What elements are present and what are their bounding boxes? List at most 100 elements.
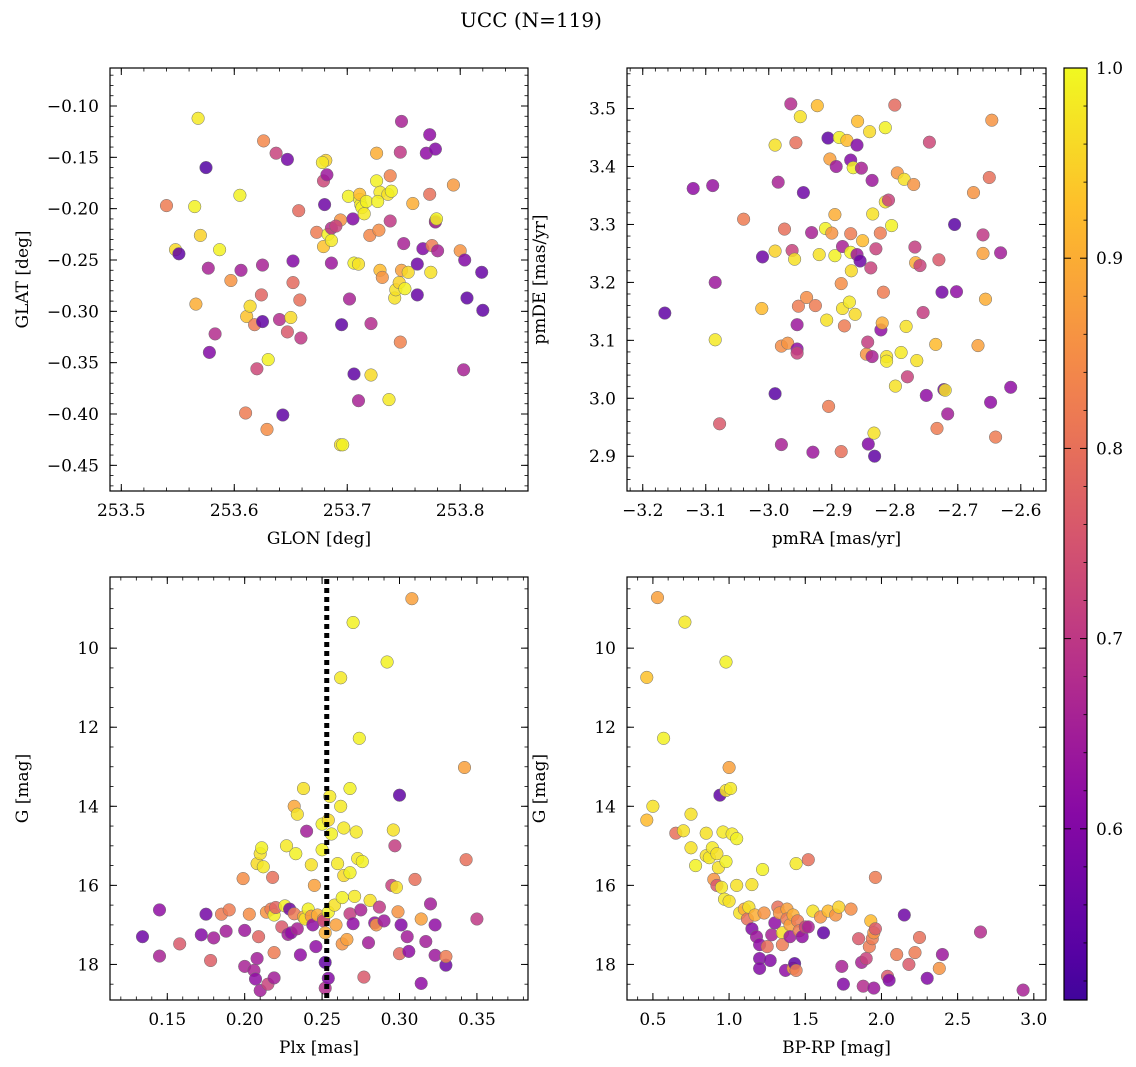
data-point [806, 445, 820, 459]
data-point [765, 928, 779, 942]
data-point [250, 362, 264, 376]
data-point [351, 257, 366, 271]
data-point [640, 670, 654, 684]
data-point [349, 825, 363, 839]
colorbar-tick-label: 0.6 [1096, 820, 1123, 840]
data-point [392, 788, 407, 802]
data-point [907, 177, 921, 192]
x-tick-label: 3.0 [1020, 1010, 1047, 1030]
data-point [866, 207, 880, 221]
data-point [446, 178, 460, 192]
data-point [932, 961, 946, 975]
data-point [719, 655, 733, 669]
data-point [678, 615, 692, 629]
data-point [789, 136, 803, 150]
data-point [476, 303, 490, 317]
data-point [976, 228, 990, 242]
data-point [708, 333, 722, 347]
data-point [869, 242, 883, 256]
data-point [848, 307, 862, 321]
data-point [320, 168, 334, 182]
data-point [836, 977, 850, 991]
data-point [1004, 380, 1018, 394]
data-point [757, 906, 771, 920]
y-axis-label: pmDE [mas/yr] [530, 214, 550, 344]
data-point [324, 233, 338, 248]
data-point [868, 870, 882, 884]
data-point [684, 807, 698, 821]
data-point [219, 924, 233, 938]
data-point [932, 253, 946, 267]
data-point [714, 880, 729, 894]
data-point [346, 212, 360, 226]
data-point [825, 226, 839, 240]
data-point [393, 145, 407, 159]
panel-bprp-g: 0.5 1.0 1.5 2.0 2.5 3.0 10 12 14 16 18 BP-RP [mag] G… [530, 576, 1047, 1058]
data-point [457, 760, 472, 775]
x-tick-label: 0.20 [226, 1010, 264, 1030]
y-tick-label: 18 [77, 955, 99, 975]
data-point [334, 671, 348, 685]
data-point [354, 903, 368, 917]
data-point [828, 208, 842, 222]
data-point [821, 131, 835, 145]
data-point [238, 923, 252, 937]
data-point [760, 940, 774, 954]
data-point [882, 973, 896, 987]
data-point [899, 319, 913, 333]
data-point [822, 399, 836, 413]
data-point [982, 170, 996, 185]
data-point [372, 900, 386, 914]
data-point [255, 258, 270, 272]
x-tick-label: 253.7 [323, 501, 372, 521]
data-point [989, 430, 1003, 444]
data-point [470, 912, 484, 926]
data-point [384, 184, 398, 198]
data-point [844, 264, 858, 278]
points-plx-g [135, 592, 484, 998]
data-point [370, 146, 384, 160]
data-point [346, 917, 360, 931]
data-point [439, 949, 453, 964]
y-axis-label: GLAT [deg] [13, 230, 33, 328]
data-point [388, 839, 402, 853]
data-point [250, 951, 264, 966]
x-axis-label: BP-RP [mag] [782, 1038, 891, 1058]
data-point [172, 247, 186, 261]
data-point [159, 199, 174, 213]
data-point [460, 291, 474, 305]
data-point [457, 363, 471, 377]
data-point [801, 853, 815, 867]
x-tick-label: 1.5 [792, 1010, 819, 1030]
data-point [188, 200, 202, 214]
data-point [708, 275, 722, 289]
data-point [935, 947, 949, 962]
data-point [135, 930, 150, 944]
data-point [458, 253, 472, 267]
data-point [242, 907, 256, 921]
data-point [280, 325, 294, 339]
data-point [304, 858, 318, 872]
data-point [935, 285, 949, 299]
y-axis-label: G [mag] [13, 754, 33, 823]
data-point [908, 946, 922, 960]
data-point [756, 862, 770, 877]
data-point [853, 254, 867, 268]
data-point [267, 946, 281, 960]
data-point [191, 111, 205, 125]
y-tick-label: 12 [594, 718, 616, 738]
y-tick-label: 18 [594, 955, 616, 975]
data-point [861, 335, 875, 349]
data-point [431, 244, 445, 258]
data-point [900, 370, 914, 384]
data-point [800, 290, 814, 305]
data-point [737, 212, 751, 226]
data-point [410, 257, 424, 271]
data-point [309, 940, 323, 954]
data-point [459, 853, 473, 867]
data-point [867, 426, 881, 440]
data-point [401, 265, 415, 279]
data-point [768, 138, 782, 152]
data-point [383, 169, 397, 183]
